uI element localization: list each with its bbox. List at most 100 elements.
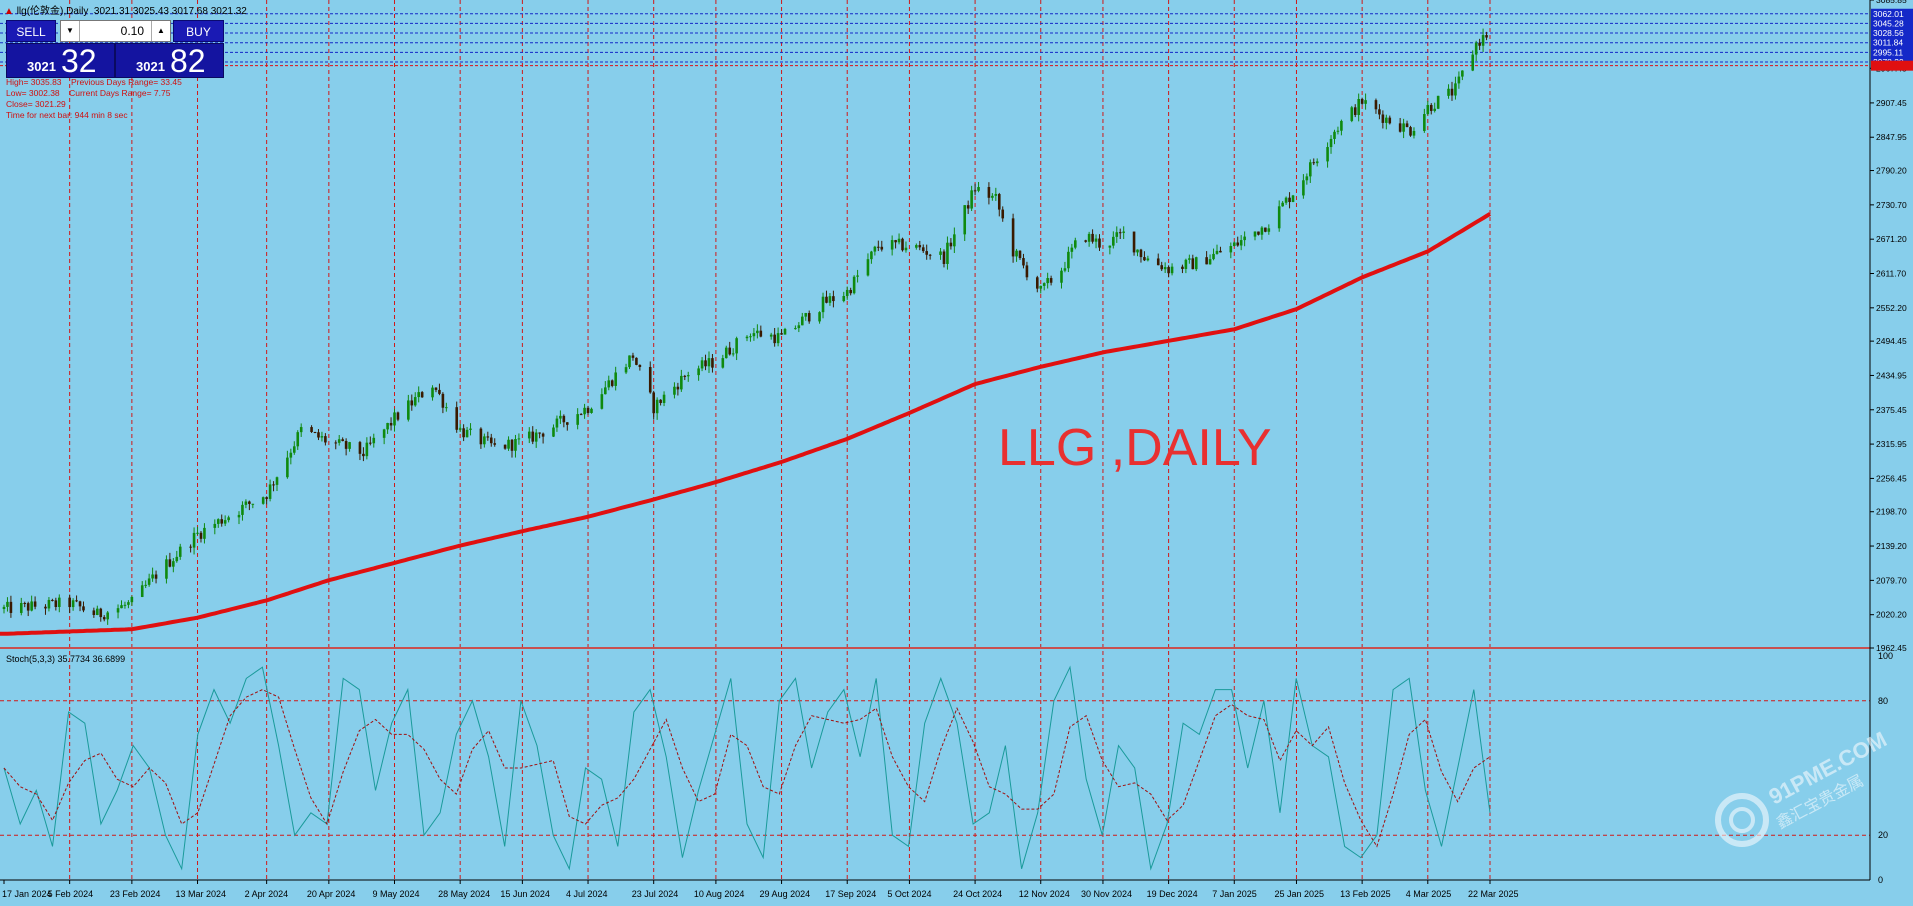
time-axis-label: 2 Apr 2024 — [245, 889, 289, 899]
sell-price-button[interactable]: 3021 32 — [6, 43, 115, 78]
buy-button[interactable]: BUY — [173, 20, 224, 42]
candle-body — [292, 446, 296, 453]
candle-body — [610, 380, 614, 386]
candle-body — [382, 429, 386, 438]
candle-body — [92, 610, 96, 615]
candle-body — [1478, 42, 1481, 46]
chevron-down-icon[interactable]: ▼ — [61, 21, 80, 41]
price-level-marker — [1871, 47, 1913, 58]
time-axis-label: 4 Mar 2025 — [1406, 889, 1452, 899]
candle-body — [272, 484, 275, 486]
candle-body — [1381, 114, 1385, 123]
candle-body — [1156, 258, 1160, 266]
candle-body — [866, 259, 870, 276]
candle-body — [655, 399, 659, 414]
chevron-up-icon[interactable]: ▲ — [151, 21, 170, 41]
candle-body — [144, 584, 147, 586]
candle-body — [178, 546, 182, 557]
price-axis-label: 2730.70 — [1876, 200, 1907, 210]
price-axis-label: 2494.45 — [1876, 336, 1907, 346]
candle-body — [683, 375, 687, 377]
candle-body — [894, 240, 897, 243]
candle-body — [1405, 123, 1409, 128]
lot-size-stepper[interactable]: ▼ ▲ — [60, 20, 171, 42]
candle-body — [704, 360, 707, 367]
candle-body — [26, 603, 30, 611]
candle-body — [1139, 249, 1143, 258]
candle-body — [78, 601, 82, 607]
candle-body — [82, 606, 85, 611]
candle-body — [1326, 147, 1329, 162]
candle-body — [168, 559, 172, 567]
candle-body — [1146, 258, 1150, 261]
candle-body — [628, 355, 631, 368]
time-axis-label: 24 Oct 2024 — [953, 889, 1002, 899]
candle-body — [1018, 250, 1022, 259]
candle-body — [1364, 100, 1367, 104]
current-range: Current Days Range= 7.75 — [69, 88, 171, 98]
sell-button[interactable]: SELL — [6, 20, 56, 42]
candle-body — [140, 585, 144, 597]
candle-body — [648, 367, 652, 393]
time-axis-label: 22 Mar 2025 — [1468, 889, 1519, 899]
candle-body — [1191, 258, 1195, 270]
candle-body — [997, 194, 1001, 210]
candle-body — [897, 238, 901, 243]
stoch-axis-label: 0 — [1878, 875, 1883, 885]
candle-body — [286, 457, 289, 478]
candle-body — [1412, 130, 1416, 136]
candle-body — [721, 358, 725, 368]
candle-body — [1461, 70, 1464, 77]
candle-body — [51, 599, 54, 601]
buy-price-pips: 82 — [170, 43, 206, 79]
candle-body — [1167, 267, 1170, 274]
lot-size-input[interactable] — [81, 22, 148, 40]
candle-body — [196, 532, 199, 534]
candle-body — [880, 246, 884, 250]
candle-body — [541, 433, 545, 437]
candle-body — [966, 205, 970, 209]
time-axis-label: 4 Jul 2024 — [566, 889, 608, 899]
time-axis-label: 12 Nov 2024 — [1019, 889, 1070, 899]
candle-body — [75, 600, 78, 602]
candle-body — [673, 386, 676, 395]
candle-body — [44, 606, 47, 609]
candle-body — [607, 380, 611, 388]
candle-body — [151, 574, 154, 579]
price-level-label: 3028.56 — [1873, 28, 1904, 38]
candle-body — [604, 387, 607, 395]
candle-body — [1450, 88, 1454, 96]
previous-range: Previous Days Range= 33.45 — [71, 77, 182, 87]
candle-body — [1046, 278, 1049, 284]
candle-body — [175, 556, 179, 562]
candle-body — [1011, 218, 1015, 257]
watermark-logo: 91PME.COM 鑫汇宝贵金属 — [1715, 727, 1891, 847]
buy-price-button[interactable]: 3021 82 — [115, 43, 224, 78]
candle-body — [987, 187, 991, 198]
candle-body — [1260, 227, 1264, 235]
candle-body — [1409, 127, 1412, 136]
candle-body — [856, 275, 859, 277]
candle-body — [1074, 240, 1077, 248]
candle-body — [413, 397, 417, 406]
candle-body — [963, 205, 967, 235]
candle-body — [1378, 109, 1381, 115]
candle-body — [1084, 240, 1087, 242]
candle-body — [127, 602, 130, 605]
candle-body — [96, 608, 99, 615]
candle-body — [71, 600, 75, 608]
price-axis-label: 2790.20 — [1876, 166, 1907, 176]
stoch-signal-line — [3, 689, 1491, 848]
candle-body — [1398, 123, 1402, 132]
price-axis-label: 1962.45 — [1876, 643, 1907, 653]
candle-body — [455, 407, 459, 430]
candle-body — [1098, 238, 1101, 248]
price-axis-label: 2020.20 — [1876, 610, 1907, 620]
candle-body — [939, 251, 942, 255]
candle-body — [1108, 245, 1112, 248]
candle-body — [465, 429, 469, 438]
candle-body — [438, 389, 441, 394]
candle-body — [942, 251, 946, 264]
